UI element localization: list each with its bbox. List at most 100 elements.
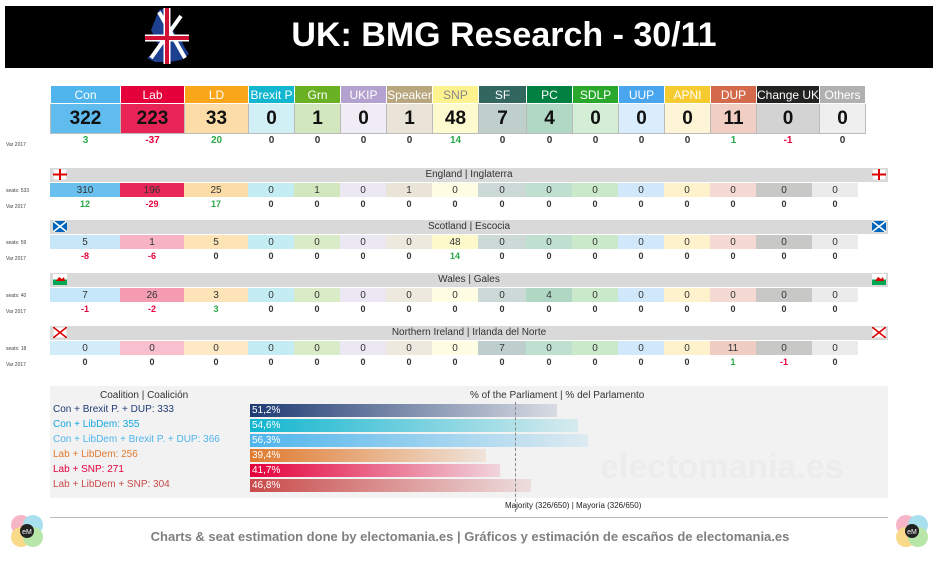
total-seats-cell: 0 [618,103,665,134]
region-var-row: 0 0 0 0 0 0 0 0 0 0 0 0 0 1 -1 0 [50,355,858,369]
var-label: Var 2017 [6,142,26,148]
region-var-cell: 0 [638,357,644,367]
region-var-cell: 0 [314,304,320,314]
region-var-cell: 0 [452,357,458,367]
region-var-cell: 0 [82,357,88,367]
region-table: 310 196 25 0 1 0 1 0 0 0 0 0 0 0 0 0 12 -29 17 0 0 0 0 0 0 0 0 0 0 0 0… [50,183,858,211]
region-seat-cell: 0 [526,235,572,249]
region-seat-cell: 0 [812,288,858,302]
region-seat-cell: 0 [756,235,812,249]
region-var-cell: 0 [684,251,690,261]
region-var-cell: 0 [452,199,458,209]
region-var-cell: 0 [684,357,690,367]
region-var-cell: -8 [80,251,89,261]
coalition-label: Con + Brexit P. + DUP: 333 [53,404,174,415]
wales-flag-icon [53,274,67,285]
region-seat-cell: 0 [386,235,432,249]
region-var-cell: 1 [730,357,736,367]
coalition-value-label: 54,6% [252,420,281,431]
region-seat-cell: 0 [812,341,858,355]
region-seat-cell: 0 [664,341,710,355]
region-var-cell: 0 [406,199,412,209]
region-seat-cell: 1 [294,183,340,197]
region-var-cell: 0 [499,304,505,314]
region-var-label: Var 2017 [6,256,26,262]
region-seat-cell: 0 [812,235,858,249]
region-var-label: Var 2017 [6,362,26,368]
region-seat-cell: 0 [386,288,432,302]
total-seats-cell: 0 [664,103,711,134]
party-header-7: SNP [432,85,479,104]
footer-credit: Charts & seat estimation done by electom… [150,529,790,544]
coalition-bar: 51,2% [250,404,558,417]
northern-ireland-flag-icon [53,327,67,338]
region-var-cell: 12 [79,199,90,209]
region-seat-cell: 0 [756,183,812,197]
party-header-row: Con Lab LD Brexit P Grn UKIP Speaker SNP SF PC SDL… [50,85,867,104]
total-seats-cell: 33 [184,103,249,134]
region-seats-row: 310 196 25 0 1 0 1 0 0 0 0 0 0 0 0 0 [50,183,858,197]
total-var-cell: 0 [684,135,691,147]
region-var-cell: 0 [360,199,366,209]
region-var-label: Var 2017 [6,309,26,315]
region-var-cell: 0 [268,251,274,261]
electomania-logo-left: eM [11,515,43,547]
party-header-2: LD [184,85,249,104]
region-seat-cell: 0 [294,341,340,355]
scotland-flag-icon [872,221,886,232]
region-var-cell: 0 [592,251,598,261]
region-seat-cell: 0 [478,235,526,249]
region-seat-cell: 25 [184,183,248,197]
region-seat-cell: 0 [664,183,710,197]
region-header: England | Inglaterra [50,168,888,182]
region-seat-cell: 0 [478,288,526,302]
region-var-cell: 0 [546,304,552,314]
region-header: Wales | Gales [50,273,888,287]
coalition-header: Coalition | Coalición [100,390,189,401]
region-seat-cell: 0 [664,235,710,249]
coalition-label: Lab + LibDem + SNP: 304 [53,479,170,490]
region-seat-cell: 0 [618,341,664,355]
total-seats-cell: 0 [340,103,387,134]
region-seat-cell: 1 [120,235,184,249]
total-var-cell: 0 [839,135,846,147]
coalition-label: Con + LibDem: 355 [53,419,140,430]
party-header-9: PC [526,85,573,104]
region-seat-cell: 0 [294,288,340,302]
region-seat-cell: 196 [120,183,184,197]
coalition-bar: 41,7% [250,464,501,477]
region-table: 7 26 3 0 0 0 0 0 0 4 0 0 0 0 0 0 -1 -2 3 0 0 0 0 0 0 0 0 0 0 0 0 0 [50,288,858,316]
total-var-row: 3 -37 20 0 0 0 0 14 0 0 0 0 0 1 -1 0 [51,134,866,148]
total-var-cell: 0 [406,135,413,147]
region-seat-cell: 0 [756,341,812,355]
party-header-5: UKIP [340,85,387,104]
total-seats-cell: 48 [432,103,479,134]
region-var-cell: 0 [546,357,552,367]
region-seats-row: 7 26 3 0 0 0 0 0 0 4 0 0 0 0 0 0 [50,288,858,302]
total-seats-cell: 0 [819,103,867,134]
england-flag-icon [872,169,886,180]
total-seats-cell: 1 [294,103,341,134]
party-header-12: APNI [664,85,711,104]
northern-ireland-flag-icon [872,327,886,338]
region-var-cell: 0 [592,199,598,209]
region-var-cell: 0 [638,304,644,314]
total-var-cell: 0 [638,135,645,147]
total-var-cell: 0 [268,135,275,147]
party-header-15: Others [819,85,867,104]
region-seat-cell: 0 [572,183,618,197]
party-header-1: Lab [120,85,185,104]
region-var-cell: -1 [779,357,788,367]
page-title: UK: BMG Research - 30/11 [291,16,717,54]
total-var-cell: 0 [360,135,367,147]
region-var-cell: 0 [730,251,736,261]
region-var-cell: 0 [546,251,552,261]
region-seat-cell: 0 [710,235,756,249]
region-seat-cell: 0 [248,183,294,197]
total-var-cell: 3 [82,135,89,147]
region-seats-row: 5 1 5 0 0 0 0 48 0 0 0 0 0 0 0 0 [50,235,858,249]
coalition-value-label: 41,7% [252,465,281,476]
england-flag-icon [53,169,67,180]
region-var-cell: 0 [406,304,412,314]
region-var-cell: 0 [781,304,787,314]
